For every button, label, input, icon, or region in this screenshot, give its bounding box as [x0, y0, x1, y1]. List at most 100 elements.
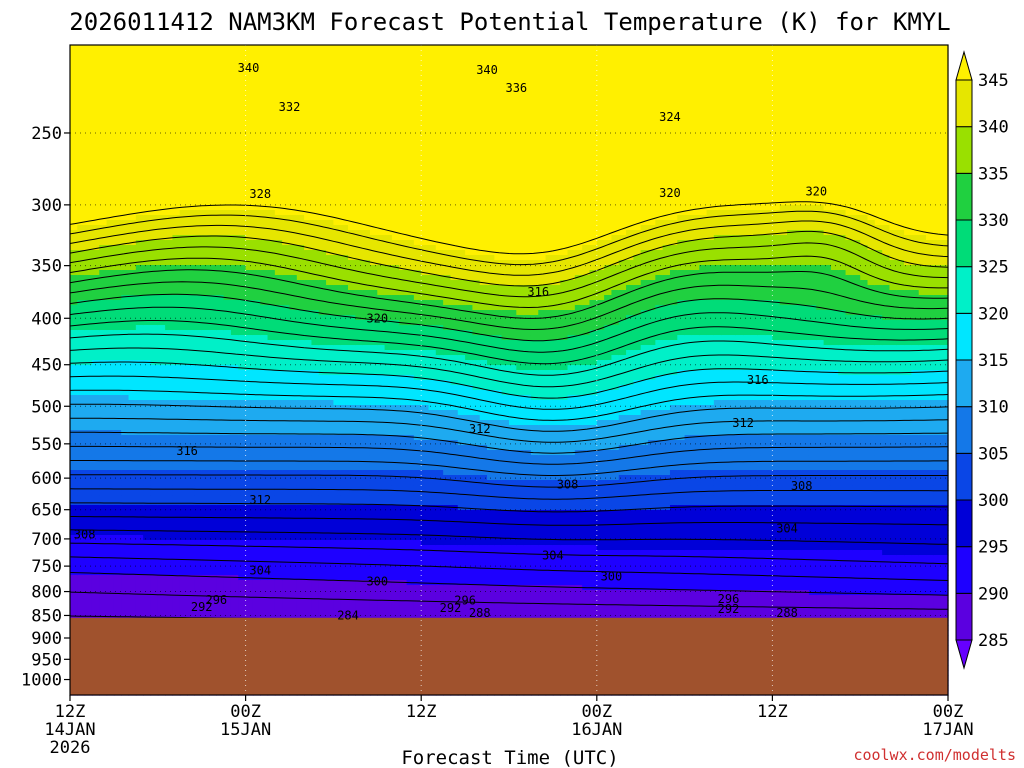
fill-cell	[91, 450, 100, 456]
fill-cell	[179, 265, 188, 271]
fill-cell	[252, 245, 261, 251]
fill-cell	[223, 380, 232, 386]
fill-cell	[121, 175, 130, 181]
fill-cell	[165, 420, 174, 426]
fill-cell	[333, 505, 342, 511]
fill-cell	[143, 405, 152, 411]
fill-cell	[289, 125, 298, 131]
fill-cell	[318, 230, 327, 236]
fill-cell	[348, 125, 356, 131]
fill-cell	[143, 495, 152, 501]
fill-cell	[128, 95, 137, 101]
fill-cell	[296, 205, 305, 211]
fill-cell	[296, 405, 305, 411]
fill-cell	[333, 320, 342, 326]
fill-cell	[348, 310, 356, 316]
fill-cell	[318, 580, 327, 586]
fill-cell	[209, 465, 217, 471]
fill-cell	[252, 170, 261, 176]
fill-cell	[252, 450, 261, 456]
fill-cell	[348, 250, 356, 256]
fill-cell	[99, 575, 108, 581]
fill-cell	[143, 485, 152, 491]
fill-cell	[150, 580, 159, 586]
fill-cell	[245, 210, 254, 216]
fill-cell	[84, 240, 93, 246]
fill-cell	[304, 60, 313, 66]
fill-cell	[311, 145, 320, 151]
fill-cell	[77, 65, 86, 71]
fill-cell	[230, 230, 239, 236]
fill-cell	[311, 500, 320, 506]
fill-cell	[187, 320, 195, 326]
fill-cell	[260, 420, 269, 426]
fill-cell	[209, 590, 217, 596]
fill-cell	[289, 320, 298, 326]
fill-cell	[77, 490, 86, 496]
fill-cell	[260, 415, 269, 421]
fill-cell	[238, 255, 247, 261]
fill-cell	[252, 210, 261, 216]
fill-cell	[340, 105, 349, 111]
fill-cell	[223, 220, 232, 226]
fill-cell	[77, 210, 86, 216]
fill-cell	[84, 575, 93, 581]
fill-cell	[70, 195, 78, 201]
fill-cell	[348, 225, 356, 231]
fill-cell	[165, 105, 174, 111]
fill-cell	[223, 505, 232, 511]
fill-cell	[135, 475, 144, 481]
fill-cell	[99, 155, 108, 161]
fill-cell	[172, 75, 181, 81]
fill-cell	[333, 200, 342, 206]
fill-cell	[157, 555, 166, 561]
fill-cell	[311, 575, 320, 581]
fill-cell	[340, 485, 349, 491]
fill-cell	[311, 300, 320, 306]
fill-cell	[106, 565, 115, 571]
fill-cell	[121, 360, 130, 366]
fill-cell	[267, 180, 276, 186]
fill-cell	[230, 435, 239, 441]
fill-cell	[245, 335, 254, 341]
fill-cell	[209, 495, 217, 501]
fill-cell	[245, 535, 254, 541]
fill-cell	[165, 305, 174, 311]
fill-cell	[289, 600, 298, 606]
fill-cell	[348, 90, 356, 96]
fill-cell	[274, 320, 283, 326]
fill-cell	[267, 410, 276, 416]
fill-cell	[348, 205, 356, 211]
fill-cell	[179, 235, 188, 241]
fill-cell	[201, 205, 210, 211]
fill-cell	[165, 300, 174, 306]
fill-cell	[77, 450, 86, 456]
fill-cell	[165, 465, 174, 471]
fill-cell	[135, 230, 144, 236]
fill-cell	[260, 385, 269, 391]
fill-cell	[318, 500, 327, 506]
fill-cell	[157, 185, 166, 191]
fill-cell	[106, 525, 115, 531]
fill-cell	[282, 610, 291, 616]
fill-cell	[91, 250, 100, 256]
fill-cell	[289, 580, 298, 586]
fill-cell	[289, 190, 298, 196]
fill-cell	[165, 135, 174, 141]
fill-cell	[106, 320, 115, 326]
fill-cell	[99, 330, 108, 336]
fill-cell	[318, 470, 327, 476]
fill-cell	[194, 325, 203, 331]
fill-cell	[194, 315, 203, 321]
fill-cell	[260, 220, 269, 226]
fill-cell	[326, 455, 334, 461]
fill-cell	[150, 365, 159, 371]
fill-cell	[128, 580, 137, 586]
fill-cell	[252, 555, 261, 561]
fill-cell	[260, 425, 269, 431]
fill-cell	[70, 50, 78, 56]
fill-cell	[157, 210, 166, 216]
fill-cell	[260, 355, 269, 361]
fill-cell	[70, 275, 78, 281]
fill-cell	[260, 295, 269, 301]
